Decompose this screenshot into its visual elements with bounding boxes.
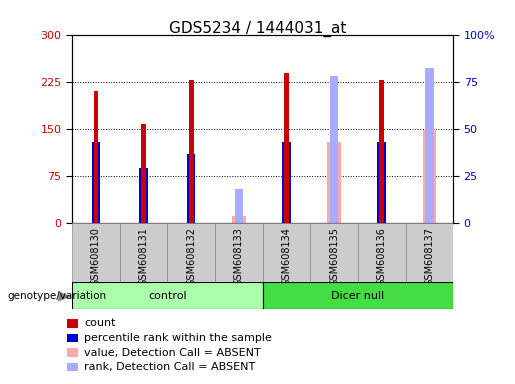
Text: percentile rank within the sample: percentile rank within the sample [84, 333, 272, 343]
Text: genotype/variation: genotype/variation [8, 291, 107, 301]
Text: GSM608135: GSM608135 [329, 227, 339, 286]
Text: GSM608130: GSM608130 [91, 227, 101, 286]
Text: rank, Detection Call = ABSENT: rank, Detection Call = ABSENT [84, 362, 256, 372]
Text: GSM608137: GSM608137 [424, 227, 434, 286]
Bar [141, 124, 146, 223]
FancyBboxPatch shape [405, 223, 453, 282]
Text: GSM608132: GSM608132 [186, 227, 196, 286]
Bar [282, 142, 291, 223]
FancyBboxPatch shape [119, 223, 167, 282]
Text: GSM608131: GSM608131 [139, 227, 148, 286]
Bar [263, 282, 453, 309]
Bar [330, 76, 338, 223]
Polygon shape [58, 291, 71, 302]
Text: GSM608134: GSM608134 [282, 227, 291, 286]
Bar [423, 130, 436, 223]
FancyBboxPatch shape [215, 223, 263, 282]
Bar [94, 91, 98, 223]
Bar [234, 189, 243, 223]
Bar [189, 80, 194, 223]
Bar [187, 154, 196, 223]
Bar [377, 142, 386, 223]
FancyBboxPatch shape [167, 223, 215, 282]
Text: Dicer null: Dicer null [331, 291, 385, 301]
Bar [284, 73, 289, 223]
FancyBboxPatch shape [72, 223, 119, 282]
Bar [232, 217, 246, 223]
Text: GSM608136: GSM608136 [377, 227, 387, 286]
Text: control: control [148, 291, 186, 301]
Bar [139, 167, 148, 223]
FancyBboxPatch shape [263, 223, 310, 282]
Bar [380, 80, 384, 223]
FancyBboxPatch shape [358, 223, 405, 282]
Text: GSM608133: GSM608133 [234, 227, 244, 286]
Bar [72, 282, 263, 309]
FancyBboxPatch shape [310, 223, 358, 282]
Text: count: count [84, 318, 116, 328]
Bar [328, 142, 341, 223]
Bar [425, 68, 434, 223]
Bar [92, 142, 100, 223]
Text: GDS5234 / 1444031_at: GDS5234 / 1444031_at [169, 21, 346, 37]
Text: value, Detection Call = ABSENT: value, Detection Call = ABSENT [84, 348, 261, 358]
